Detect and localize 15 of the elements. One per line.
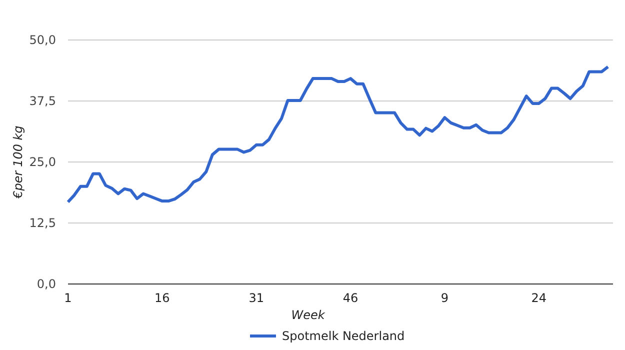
x-tick-label: 31 (248, 291, 264, 305)
y-axis-title: €per 100 kg (11, 125, 25, 200)
x-tick-label: 46 (342, 291, 358, 305)
y-tick-label: 25,0 (29, 155, 56, 170)
y-tick-label: 50,0 (29, 33, 56, 48)
y-tick-label: 37,5 (29, 94, 56, 108)
y-tick-label: 12,5 (29, 216, 56, 230)
x-tick-label: 9 (440, 291, 449, 305)
x-axis-title: Week (291, 308, 326, 322)
line-series (66, 65, 610, 204)
y-tick-label: 0,0 (36, 277, 56, 292)
x-tick-label: 1 (64, 291, 72, 305)
x-tick-label: 24 (531, 291, 547, 305)
legend-label: Spotmelk Nederland (282, 329, 405, 343)
x-tick-label: 16 (154, 291, 170, 305)
